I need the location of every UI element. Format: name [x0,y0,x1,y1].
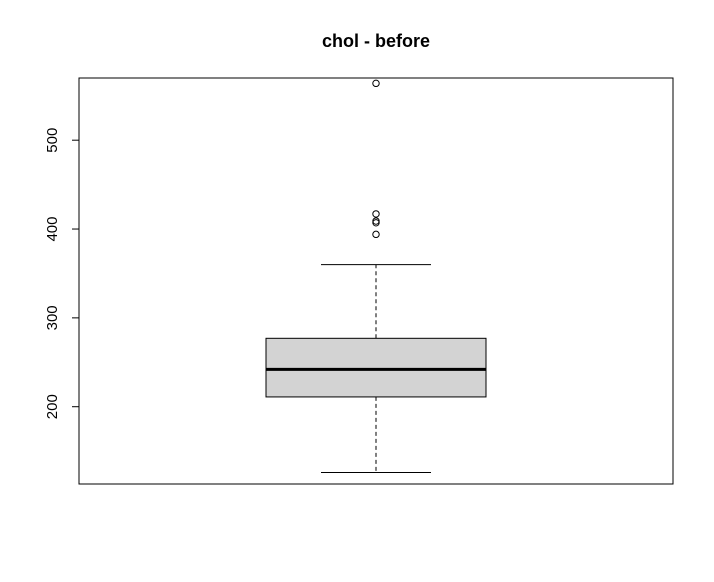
y-tick-label: 500 [44,128,61,153]
outlier-point [372,210,380,218]
box-group [265,264,487,473]
outlier-point [372,230,380,239]
outlier-point [372,217,380,225]
y-tick-label: 400 [44,217,61,242]
chart-title: chol - before [322,31,430,51]
y-tick-label: 200 [44,394,61,419]
iqr-box [265,337,487,398]
y-tick-label: 300 [44,305,61,330]
outlier-point [372,79,380,88]
outlier-group [372,79,380,239]
y-axis: 200 300 400 500 [44,128,80,419]
